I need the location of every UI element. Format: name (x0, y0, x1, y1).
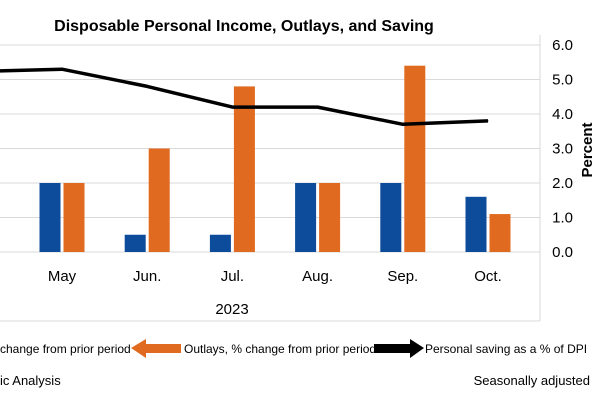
x-category-label: Sep. (387, 268, 418, 285)
bar-income (380, 183, 402, 252)
saving-point (487, 120, 489, 122)
y-tick-label: 5.0 (552, 72, 573, 89)
saving-point (317, 106, 319, 108)
gridlines (0, 44, 540, 253)
legend-arrow-outlays (131, 339, 181, 358)
saving-point (146, 85, 148, 87)
bar-income (209, 234, 231, 252)
x-axis-categories: May Jun. Jul. Aug. Sep. Oct. (48, 268, 502, 285)
bar-income (295, 183, 317, 252)
y-axis-ticks: 6.0 5.0 4.0 3.0 2.0 1.0 0.0 (552, 37, 573, 261)
y-tick-label: 6.0 (552, 37, 573, 54)
bar-outlays (404, 65, 426, 252)
y-tick-label: 2.0 (552, 175, 573, 192)
x-category-label: Jul. (221, 268, 244, 285)
x-axis-year-label: 2023 (215, 301, 248, 318)
y-tick-label: 3.0 (552, 141, 573, 158)
saving-line (0, 67, 489, 127)
bars (39, 65, 511, 253)
x-category-label: Jun. (133, 268, 161, 285)
y-tick-label: 1.0 (552, 210, 573, 227)
chart-title: Disposable Personal Income, Outlays, and… (54, 18, 434, 35)
bar-income (465, 196, 487, 252)
y-axis-title: Percent (579, 122, 596, 177)
footer-source: ic Analysis (0, 373, 61, 388)
bar-outlays (319, 183, 341, 252)
legend-label-saving: Personal saving as a % of DPI (425, 342, 587, 356)
saving-point (61, 68, 63, 70)
bar-outlays (148, 148, 170, 252)
legend-arrow-saving (374, 339, 424, 358)
legend: change from prior period Outlays, % chan… (0, 339, 587, 358)
saving-point (231, 106, 233, 108)
bar-outlays (63, 183, 85, 252)
bar-income (39, 183, 61, 252)
bar-income (124, 234, 146, 252)
bar-outlays (233, 86, 255, 253)
x-category-label: May (48, 268, 77, 285)
saving-point (402, 123, 404, 125)
x-category-label: Aug. (302, 268, 333, 285)
x-category-label: Oct. (474, 268, 502, 285)
legend-label-income: change from prior period (0, 342, 131, 356)
y-tick-label: 4.0 (552, 106, 573, 123)
footer-note: Seasonally adjusted (474, 373, 590, 388)
y-tick-label: 0.0 (552, 244, 573, 261)
legend-label-outlays: Outlays, % change from prior period (184, 342, 376, 356)
bar-outlays (489, 214, 511, 252)
